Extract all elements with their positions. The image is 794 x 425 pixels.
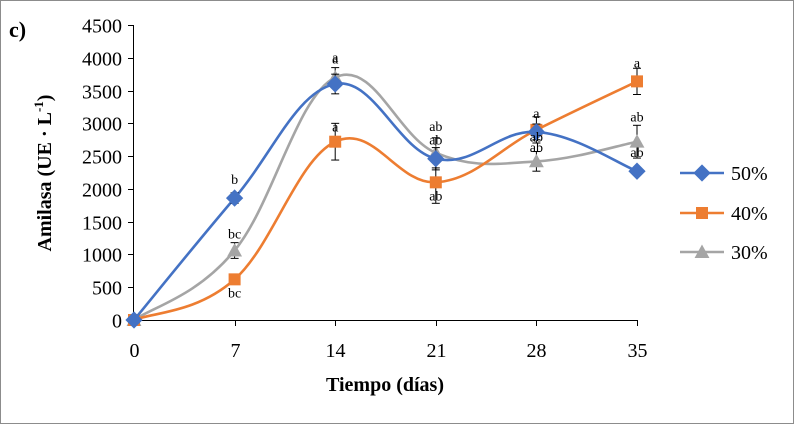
data-label-40: a xyxy=(634,56,641,71)
data-label-40: ab xyxy=(429,189,442,204)
data-label-50: b xyxy=(231,173,238,188)
y-tick-label: 1500 xyxy=(82,213,122,235)
x-axis-title: Tiempo (días) xyxy=(326,374,444,396)
data-label-30: ab xyxy=(429,120,442,135)
y-tick-label: 2500 xyxy=(82,147,122,169)
data-label-50: ab xyxy=(429,134,442,149)
x-tick-label: 21 xyxy=(427,340,447,362)
data-label-30: ab xyxy=(530,130,543,145)
y-tick-label: 2000 xyxy=(82,180,122,202)
data-point-50 xyxy=(628,162,646,180)
y-tick-label: 0 xyxy=(112,311,122,333)
data-label-40: a xyxy=(332,121,339,136)
legend-label-40: 40% xyxy=(731,203,768,225)
legend-label-30: 30% xyxy=(731,242,768,264)
y-tick-label: 3000 xyxy=(82,114,122,136)
data-point-40 xyxy=(429,176,442,189)
legend-label-50: 50% xyxy=(731,163,768,185)
y-axis-title-close: ) xyxy=(34,95,56,102)
legend-marker-30 xyxy=(694,244,710,258)
legend-item-30: 30% xyxy=(680,242,768,264)
series-line-30 xyxy=(133,73,638,322)
y-axis-title: Amilasa (UE · L-1) xyxy=(31,95,56,252)
data-point-40 xyxy=(631,75,643,88)
data-label-50: a xyxy=(533,107,540,122)
data-point-50 xyxy=(326,75,344,93)
legend-item-40: 40% xyxy=(680,203,768,225)
data-label-50: a xyxy=(332,51,339,66)
panel-label: c) xyxy=(9,17,26,42)
y-tick-label: 4000 xyxy=(82,49,122,71)
data-label-40: ab xyxy=(530,141,543,156)
series-line-50 xyxy=(132,82,638,321)
data-point-50 xyxy=(527,123,546,141)
data-point-30 xyxy=(629,134,645,148)
data-point-50 xyxy=(125,311,143,329)
data-label-30: bc xyxy=(228,228,241,243)
axes: 0 500 1000 1500 2000 2500 3000 3500 4000 4500 0 7 14… xyxy=(82,16,648,363)
x-tick-label: 28 xyxy=(527,340,547,362)
y-tick-label: 500 xyxy=(92,278,122,300)
y-axis-title-main: Amilasa (UE · L xyxy=(34,112,56,251)
legend-item-50: 50% xyxy=(680,163,768,185)
x-tick-label: 35 xyxy=(628,340,648,362)
y-tick-label: 1000 xyxy=(82,245,122,267)
y-tick-label: 3500 xyxy=(82,82,122,104)
data-point-40 xyxy=(228,273,241,286)
series-line-40 xyxy=(133,80,638,322)
data-point-50 xyxy=(427,150,445,168)
data-point-30 xyxy=(528,153,544,168)
y-axis-title-superscript: -1 xyxy=(31,101,46,112)
data-label-30: a xyxy=(332,52,339,67)
legend-marker-50 xyxy=(693,164,711,182)
data-label-30: ab xyxy=(630,111,643,126)
data-label-50: ab xyxy=(630,146,643,161)
series-30 xyxy=(126,67,645,326)
x-tick-label: 7 xyxy=(231,340,241,362)
series-40 xyxy=(128,67,643,326)
y-tick-label: 4500 xyxy=(82,16,122,38)
data-point-30 xyxy=(227,243,243,257)
x-tick-label: 0 xyxy=(130,340,140,362)
data-point-40 xyxy=(329,135,342,148)
data-point-50 xyxy=(225,189,244,207)
x-tick-label: 14 xyxy=(326,340,346,362)
legend-marker-40 xyxy=(696,207,708,219)
data-label-40: bc xyxy=(228,286,241,301)
series-50 xyxy=(125,73,646,329)
legend: 50% 40% 30% xyxy=(680,163,768,264)
